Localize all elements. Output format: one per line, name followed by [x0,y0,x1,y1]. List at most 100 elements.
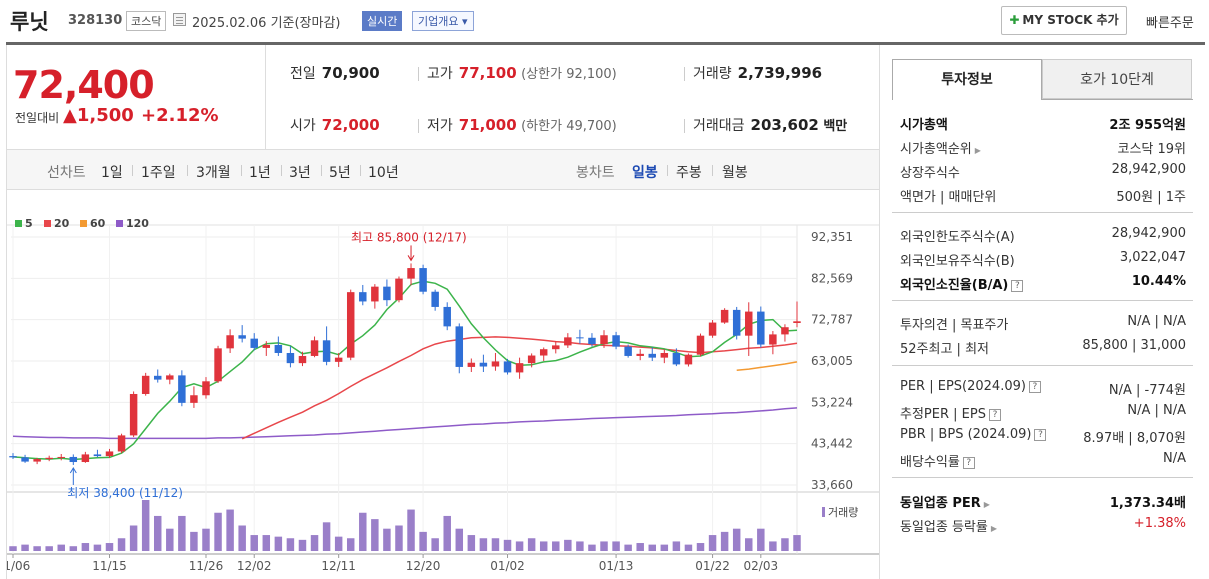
info-row: 외국인한도주식수(A) 28,942,900 [900,226,1186,245]
info-value-text: N/A | N/A [1127,403,1186,418]
candle-weekly[interactable]: 주봉 [676,165,702,181]
quick-order-link[interactable]: 빠른주문 [1146,16,1194,31]
info-label-text: PBR | BPS (2024.09) [900,427,1032,442]
calendar-icon [173,13,186,26]
arrow-right-icon: ▶ [990,524,998,533]
candle-body [407,268,415,279]
tab-invest-info[interactable]: 투자정보 [892,59,1042,100]
x-tick-label: 12/11 [321,559,356,573]
info-row: 시가총액 2조 955억원 [900,114,1186,133]
volume-bar [298,539,307,551]
volume-bar [262,535,271,551]
divider [321,165,322,176]
x-tick-label: 12/20 [406,559,441,573]
volume-bar [467,535,476,551]
info-value: N/A | -774원 [1109,379,1186,398]
price-stats: 전일 70,900 고가 77,100 (상한가 92,100) 거래량 2,739,… [265,45,879,150]
info-row: PER | EPS(2024.09)? N/A | -774원 [900,379,1186,398]
info-value: 3,022,047 [1120,250,1186,265]
period-1y[interactable]: 1년 [249,165,271,181]
volume-bar [141,500,150,551]
candle-body [371,286,379,302]
candle-body [178,375,186,403]
info-label: 52주최고 | 최저 [900,338,989,357]
info-value: 500원 | 1주 [1116,186,1186,205]
stat-label: 저가 [427,118,453,134]
help-icon[interactable]: ? [1011,279,1024,292]
candle-body [9,456,17,458]
stat-label: 고가 [427,66,453,82]
info-value: 2조 955억원 [1109,114,1186,133]
info-label: 투자의견 | 목표주가 [900,314,1008,333]
period-5y[interactable]: 5년 [329,165,351,181]
stat-open: 시가 72,000 [290,115,380,135]
stat-label: 거래대금 [693,118,745,134]
info-row[interactable]: 동일업종 PER ▶ 1,373.34배 [900,492,1186,511]
info-row: 배당수익률? N/A [900,451,1186,470]
info-label: 외국인보유주식수(B) [900,250,1015,269]
candle-body [105,451,114,457]
divider [712,165,713,176]
candle-body [153,375,162,380]
volume-bar [672,541,681,551]
info-value: 10.44% [1132,274,1186,289]
info-value-text: 3,022,047 [1119,250,1186,265]
info-label: 액면가 | 매매단위 [900,186,996,205]
info-label-text: 배당수익률 [900,455,960,470]
info-row[interactable]: 동일업종 등락률 ▶ +1.38% [900,516,1186,535]
period-10y[interactable]: 10년 [368,165,399,181]
period-1w[interactable]: 1주일 [141,165,176,181]
candle-body [732,309,741,336]
ma-legend-label: 120 [126,217,149,230]
volume-bar [9,546,17,551]
help-icon[interactable]: ? [1028,380,1041,393]
realtime-badge[interactable]: 실시간 [362,11,403,31]
volume-bar [286,538,295,551]
x-tick-label: 02/03 [744,559,779,573]
ma-legend-label: 60 [90,217,106,230]
ma-line-60 [736,361,798,372]
plus-icon: ✚ [1009,13,1020,27]
info-label-text: 추정PER | EPS [900,407,986,422]
line-chart-label: 선차트 [47,165,86,181]
volume-bar [539,541,548,551]
candle-body [359,292,367,302]
volume-bar [576,541,584,551]
help-icon[interactable]: ? [988,408,1001,421]
info-value: 8.97배 | 8,070원 [1083,427,1186,446]
y-tick-label: 72,787 [811,313,853,327]
info-row[interactable]: 시가총액순위 ▶ 코스닥 19위 [900,138,1186,157]
my-stock-add-button[interactable]: ✚ MY STOCK 추가 [1001,6,1127,35]
info-value: 28,942,900 [1112,226,1186,241]
volume-bar [178,515,186,551]
help-icon[interactable]: ? [962,456,975,469]
candle-daily[interactable]: 일봉 [632,165,658,181]
help-icon[interactable]: ? [1034,428,1047,441]
corp-overview-dropdown[interactable]: 기업개요 ▾ [412,11,474,31]
stat-high: 고가 77,100 (상한가 92,100) [418,63,617,83]
date-label: 2025.02.06 기준(장마감) [192,16,341,31]
volume-bar [793,535,801,551]
volume-bar [117,538,126,551]
tab-order-book[interactable]: 호가 10단계 [1042,59,1192,99]
stock-chart[interactable]: 5 20 60 120 92,351 82,569 72,787 63,005 53,224 43… [7,195,879,579]
x-tick-label: 01/02 [490,559,525,573]
volume-bar [660,544,669,551]
info-value: N/A [1163,451,1186,466]
y-tick-label: 43,442 [811,437,853,451]
period-3m[interactable]: 3개월 [196,165,231,181]
candle-body [141,375,150,394]
period-1d[interactable]: 1일 [101,165,123,181]
candle-body [527,355,536,364]
ma-legend-label: 5 [25,217,33,230]
info-label: PBR | BPS (2024.09)? [900,427,1047,442]
volume-bar [105,543,114,551]
info-value-text: 500원 | 1주 [1116,190,1186,205]
candle-monthly[interactable]: 월봉 [722,165,748,181]
volume-bar [624,544,632,551]
info-label: 상장주식수 [900,162,960,181]
candle-chart-label: 봉차트 [576,165,615,181]
period-3y[interactable]: 3년 [289,165,311,181]
ma-legend-swatch [116,220,123,227]
arrow-right-icon: ▶ [974,146,981,155]
